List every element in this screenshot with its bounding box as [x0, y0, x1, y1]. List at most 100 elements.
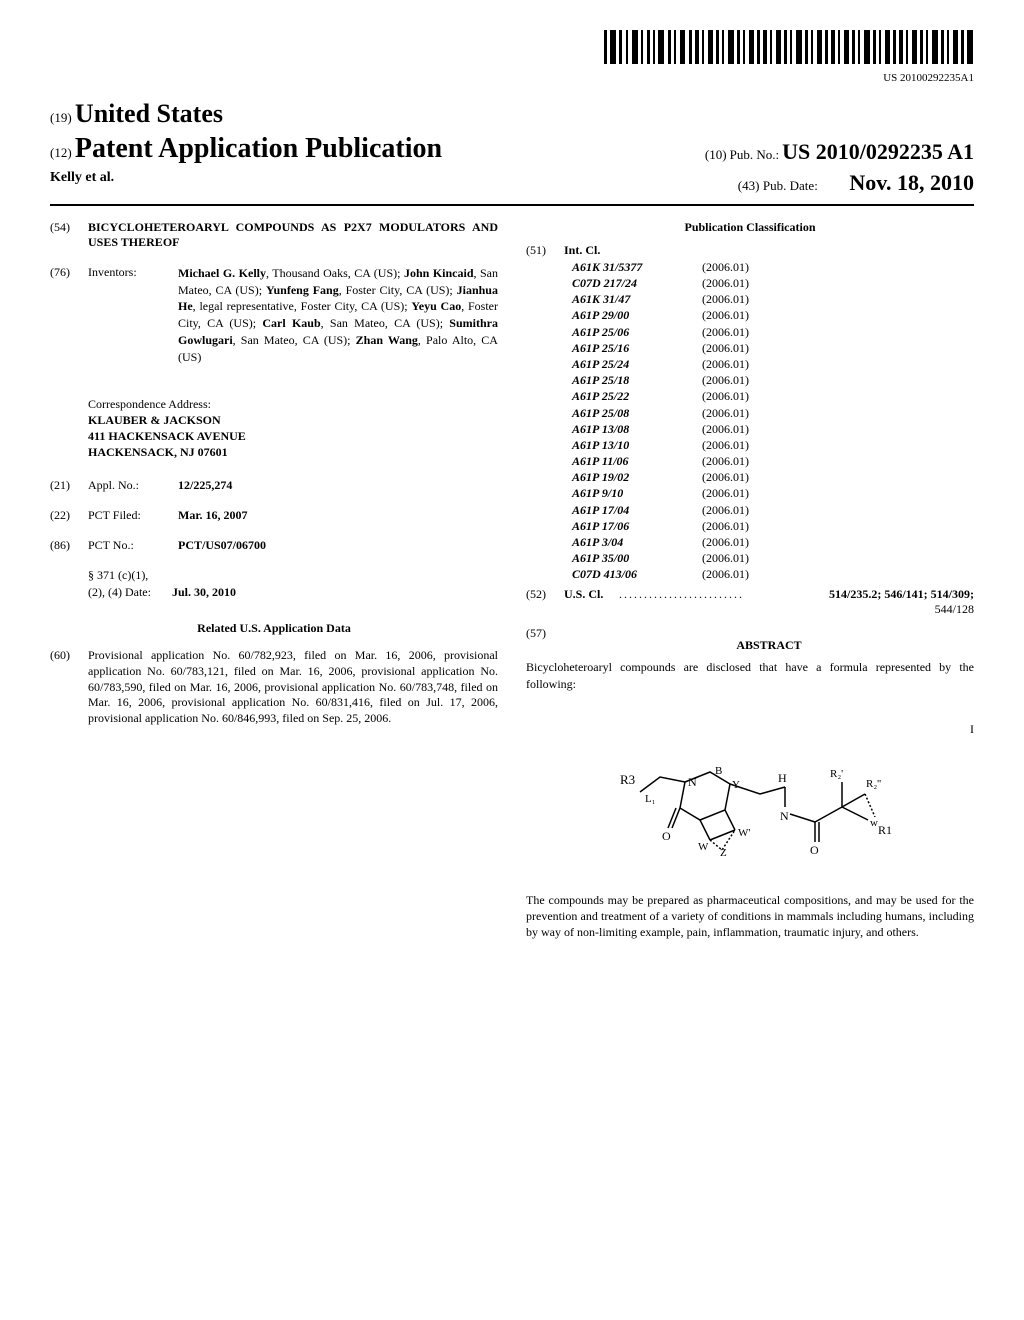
pctfiled-label: PCT Filed:	[88, 508, 178, 524]
intcl-item: A61P 35/00(2006.01)	[572, 550, 974, 566]
s371-block: § 371 (c)(1), (2), (4) Date: Jul. 30, 20…	[88, 567, 498, 601]
applno-value: 12/225,274	[178, 478, 498, 494]
intcl-num: (51)	[526, 243, 564, 259]
uscl-label: U.S. Cl.	[564, 587, 619, 603]
intcl-item: A61P 13/10(2006.01)	[572, 437, 974, 453]
uscl-row: (52) U.S. Cl. ......................... …	[526, 587, 974, 603]
abstract-header: (57) ABSTRACT	[526, 626, 974, 660]
pctno-field: (86) PCT No.: PCT/US07/06700	[50, 538, 498, 554]
intcl-table: A61K 31/5377(2006.01)C07D 217/24(2006.01…	[572, 259, 974, 583]
svg-text:w: w	[870, 817, 878, 829]
intcl-item: A61P 13/08(2006.01)	[572, 421, 974, 437]
svg-text:N: N	[688, 775, 697, 789]
right-column: Publication Classification (51) Int. Cl.…	[526, 220, 974, 941]
svg-text:R₂'': R₂''	[866, 778, 881, 790]
inventors-label: Inventors:	[88, 265, 178, 366]
pctfiled-field: (22) PCT Filed: Mar. 16, 2007	[50, 508, 498, 524]
s371-line2-value: Jul. 30, 2010	[172, 585, 236, 599]
svg-text:B: B	[715, 765, 722, 777]
abstract-heading: ABSTRACT	[564, 638, 974, 654]
corr-label: Correspondence Address:	[88, 396, 498, 412]
title-num: (54)	[50, 220, 88, 251]
pctno-num: (86)	[50, 538, 88, 554]
corr-addr1: 411 HACKENSACK AVENUE	[88, 428, 498, 444]
barcode-region: US 20100292235A1	[50, 30, 974, 85]
correspondence-block: Correspondence Address: KLAUBER & JACKSO…	[88, 396, 498, 461]
pubclass-heading: Publication Classification	[526, 220, 974, 236]
uscl-value: 514/235.2; 546/141; 514/309;	[829, 587, 974, 603]
svg-text:O: O	[662, 829, 671, 843]
intcl-item: A61P 9/10(2006.01)	[572, 485, 974, 501]
svg-text:N: N	[780, 809, 789, 823]
intcl-item: A61P 3/04(2006.01)	[572, 534, 974, 550]
barcode-number: US 20100292235A1	[50, 71, 974, 85]
uscl-num: (52)	[526, 587, 564, 603]
svg-text:R3: R3	[620, 772, 635, 787]
uscl-value2: 544/128	[526, 602, 974, 618]
applno-label: Appl. No.:	[88, 478, 178, 494]
intcl-item: A61P 11/06(2006.01)	[572, 453, 974, 469]
intcl-item: A61K 31/47(2006.01)	[572, 291, 974, 307]
barcode-svg	[604, 30, 974, 64]
formula-block: I R3 L₁ N B Y O	[526, 722, 974, 872]
left-column: (54) BICYCLOHETEROARYL COMPOUNDS AS P2X7…	[50, 220, 498, 941]
intcl-item: A61P 25/16(2006.01)	[572, 340, 974, 356]
corr-addr2: HACKENSACK, NJ 07601	[88, 444, 498, 460]
intcl-item: A61P 29/00(2006.01)	[572, 307, 974, 323]
abstract-num: (57)	[526, 626, 564, 660]
authors: Kelly et al.	[50, 169, 114, 198]
title-field: (54) BICYCLOHETEROARYL COMPOUNDS AS P2X7…	[50, 220, 498, 251]
pctno-value: PCT/US07/06700	[178, 538, 498, 554]
intcl-item: A61P 25/18(2006.01)	[572, 372, 974, 388]
intcl-header: (51) Int. Cl.	[526, 243, 974, 259]
pubno-label: Pub. No.:	[730, 147, 779, 162]
provisional-text: Provisional application No. 60/782,923, …	[88, 648, 498, 726]
intcl-item: A61P 17/06(2006.01)	[572, 518, 974, 534]
uscl-dots: .........................	[619, 587, 829, 603]
intcl-item: A61K 31/5377(2006.01)	[572, 259, 974, 275]
header-rule	[50, 204, 974, 206]
pctno-label: PCT No.:	[88, 538, 178, 554]
applno-field: (21) Appl. No.: 12/225,274	[50, 478, 498, 494]
inventors-num: (76)	[50, 265, 88, 366]
corr-name: KLAUBER & JACKSON	[88, 412, 498, 428]
intcl-label: Int. Cl.	[564, 243, 600, 259]
header: (19) United States (12) Patent Applicati…	[50, 97, 974, 198]
pubno-value: US 2010/0292235 A1	[782, 139, 974, 164]
intcl-item: A61P 17/04(2006.01)	[572, 502, 974, 518]
doc-type: Patent Application Publication	[75, 133, 442, 164]
svg-text:O: O	[810, 843, 819, 857]
provisional-field: (60) Provisional application No. 60/782,…	[50, 648, 498, 726]
pubdate-value: Nov. 18, 2010	[849, 170, 974, 195]
pubdate-prefix: (43)	[738, 178, 760, 193]
inventors-value: Michael G. Kelly, Thousand Oaks, CA (US)…	[178, 265, 498, 366]
s371-line2-label: (2), (4) Date:	[88, 585, 151, 599]
svg-text:W: W	[698, 841, 709, 853]
pctfiled-value: Mar. 16, 2007	[178, 508, 498, 524]
inventors-field: (76) Inventors: Michael G. Kelly, Thousa…	[50, 265, 498, 366]
intcl-item: A61P 25/06(2006.01)	[572, 324, 974, 340]
line2-prefix: (12)	[50, 145, 72, 160]
formula-label: I	[970, 722, 974, 738]
s371-line1: § 371 (c)(1),	[88, 567, 498, 584]
applno-num: (21)	[50, 478, 88, 494]
svg-text:R₂': R₂'	[830, 768, 843, 780]
pubdate-label: Pub. Date:	[763, 178, 818, 193]
pctfiled-num: (22)	[50, 508, 88, 524]
country: United States	[75, 99, 223, 128]
svg-text:R1: R1	[878, 823, 892, 837]
pubno-prefix: (10)	[705, 147, 727, 162]
intcl-item: A61P 19/02(2006.01)	[572, 469, 974, 485]
intcl-item: A61P 25/24(2006.01)	[572, 356, 974, 372]
intcl-item: C07D 217/24(2006.01)	[572, 275, 974, 291]
intcl-item: C07D 413/06(2006.01)	[572, 566, 974, 582]
abstract-text1: Bicycloheteroaryl compounds are disclose…	[526, 659, 974, 691]
svg-text:L₁: L₁	[645, 793, 656, 805]
title-value: BICYCLOHETEROARYL COMPOUNDS AS P2X7 MODU…	[88, 220, 498, 251]
provisional-num: (60)	[50, 648, 88, 726]
intcl-item: A61P 25/22(2006.01)	[572, 388, 974, 404]
related-heading: Related U.S. Application Data	[50, 621, 498, 637]
svg-text:H: H	[778, 771, 787, 785]
main-columns: (54) BICYCLOHETEROARYL COMPOUNDS AS P2X7…	[50, 220, 974, 941]
intcl-item: A61P 25/08(2006.01)	[572, 405, 974, 421]
